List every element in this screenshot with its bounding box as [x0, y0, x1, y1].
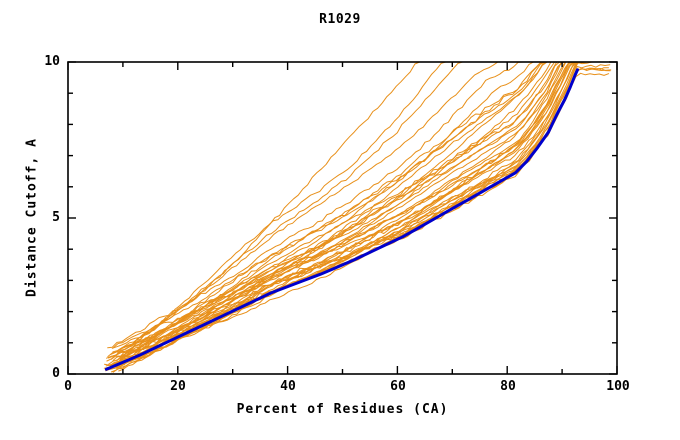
y-tick-label-10: 10	[44, 54, 60, 69]
x-axis-label: Percent of Residues (CA)	[236, 402, 449, 417]
y-tick-label-5: 5	[52, 210, 60, 225]
ensemble-curves	[103, 61, 612, 373]
axis-frame	[67, 61, 618, 375]
x-tick-label-80: 80	[500, 379, 516, 394]
x-tick-label-100: 100	[606, 379, 630, 394]
x-tick-label-60: 60	[390, 379, 406, 394]
x-tick-label-20: 20	[170, 379, 186, 394]
y-tick-label-0: 0	[52, 366, 60, 381]
best-model-curve	[104, 68, 579, 371]
chart-title: R1029	[319, 12, 361, 27]
x-tick-label-0: 0	[64, 379, 72, 394]
x-tick-label-40: 40	[280, 379, 296, 394]
